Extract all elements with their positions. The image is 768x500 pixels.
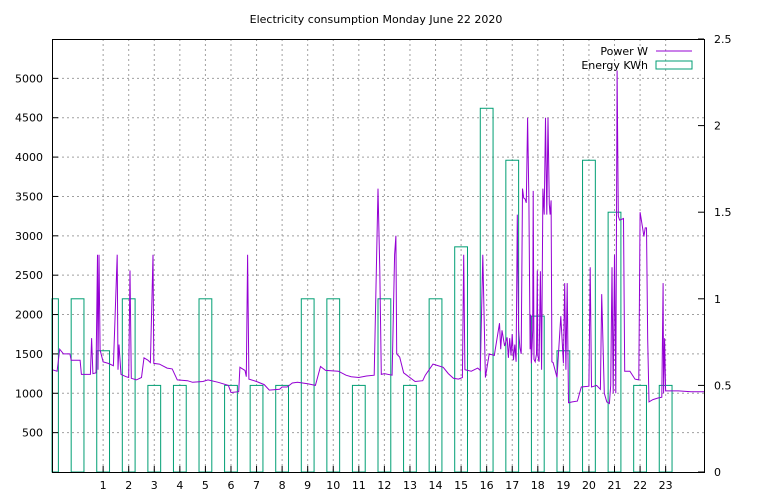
x-tick-label: 8 — [279, 479, 286, 492]
y2-tick-label: 0.5 — [714, 379, 732, 392]
x-tick-label: 11 — [352, 479, 366, 492]
legend-label-power: Power W — [600, 45, 648, 58]
x-tick-label: 2 — [125, 479, 132, 492]
y2-axis-ticks: 0 0.5 1 1.5 2 2.5 — [698, 33, 732, 479]
energy-box — [70, 298, 85, 473]
y-tick-label: 1000 — [15, 387, 43, 400]
legend-swatch-energy — [655, 60, 693, 70]
legend-label-energy: Energy KWh — [581, 59, 648, 72]
y2-tick-label: 0 — [714, 466, 721, 479]
energy-boxes — [51, 107, 673, 473]
x-tick-label: 1 — [100, 479, 107, 492]
x-tick-label: 13 — [403, 479, 417, 492]
y-tick-label: 2000 — [15, 309, 43, 322]
y2-tick-label: 1.5 — [714, 206, 732, 219]
x-tick-label: 14 — [429, 479, 443, 492]
y-tick-label: 4000 — [15, 151, 43, 164]
x-tick-label: 10 — [326, 479, 340, 492]
power-line — [51, 70, 704, 405]
x-tick-label: 7 — [253, 479, 260, 492]
y2-tick-label: 2 — [714, 120, 721, 133]
x-tick-label: 6 — [227, 479, 234, 492]
y-tick-label: 1500 — [15, 348, 43, 361]
y-tick-label: 2500 — [15, 269, 43, 282]
y-tick-label: 4500 — [15, 112, 43, 125]
x-tick-label: 22 — [633, 479, 647, 492]
y-tick-label: 5000 — [15, 72, 43, 85]
x-tick-label: 20 — [582, 479, 596, 492]
x-tick-label: 18 — [531, 479, 545, 492]
x-tick-label: 15 — [454, 479, 468, 492]
x-tick-label: 12 — [377, 479, 391, 492]
y-tick-label: 500 — [22, 427, 43, 440]
energy-box — [96, 350, 111, 473]
x-tick-label: 9 — [304, 479, 311, 492]
y-axis-ticks: 500 1000 1500 2000 2500 3000 3500 4000 4500 5000 — [15, 72, 58, 440]
y2-tick-label: 2.5 — [714, 33, 732, 46]
x-tick-label: 19 — [556, 479, 570, 492]
power-line-layer — [51, 70, 704, 405]
x-tick-label: 4 — [176, 479, 183, 492]
plot-frame — [52, 39, 705, 473]
x-tick-label: 21 — [608, 479, 622, 492]
y-tick-label: 3000 — [15, 230, 43, 243]
x-axis-ticks: 1 2 3 4 5 6 7 8 9 10 11 12 13 14 15 16 17 18 19 20 21 22 23 — [100, 466, 673, 492]
y-tick-label: 3500 — [15, 190, 43, 203]
x-tick-label: 5 — [202, 479, 209, 492]
y2-tick-label: 1 — [714, 293, 721, 306]
x-tick-label: 3 — [151, 479, 158, 492]
x-tick-label: 17 — [505, 479, 519, 492]
x-tick-label: 23 — [659, 479, 673, 492]
chart-title: Electricity consumption Monday June 22 2… — [250, 13, 503, 26]
x-tick-label: 16 — [480, 479, 494, 492]
